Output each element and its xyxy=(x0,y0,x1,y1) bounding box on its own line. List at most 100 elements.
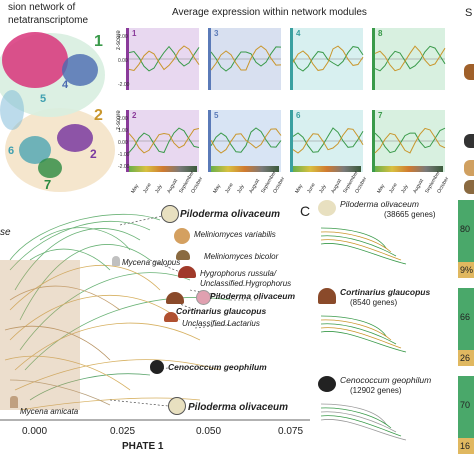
species-panel: Cortinarius glaucopus (8540 genes) xyxy=(312,284,452,368)
label-piloderma-3: Piloderma olivaceum xyxy=(188,402,289,413)
module-label-2-purple: 2 xyxy=(90,147,97,161)
label-hygrophorus-2: Unclassified.Hygrophorus xyxy=(200,279,292,288)
month-label: May xyxy=(212,183,223,195)
series-line xyxy=(210,127,282,153)
trajectory-xlabel: PHATE 1 xyxy=(122,441,164,452)
ytick-label: -2.00 xyxy=(118,82,130,88)
series-line xyxy=(210,45,282,71)
species-pct-top: 70 xyxy=(460,400,471,410)
species-curve xyxy=(320,327,402,349)
cortinarius-icon xyxy=(166,292,184,304)
mycena-galopus-icon xyxy=(112,256,120,266)
label-meliniomyces-bicolor: Meliniomyces bicolor xyxy=(204,252,279,261)
species-trajectory xyxy=(320,403,407,441)
month-label: August xyxy=(248,178,262,195)
label-meliniomyces-variabilis: Meliniomyces variabilis xyxy=(194,230,276,239)
series-line xyxy=(292,45,364,71)
month-label: June xyxy=(224,182,235,195)
lactarius-icon xyxy=(164,312,178,322)
month-label: October xyxy=(354,176,369,195)
ytick-label: -1.00 xyxy=(118,152,130,158)
module-lines xyxy=(292,127,364,154)
trajectory-plot: se Piloderma olivaceum Meliniomyces vari… xyxy=(0,200,310,437)
series-line xyxy=(210,128,282,154)
module-number: 7 xyxy=(378,111,383,120)
module-grid: 134825672.001.000.00-1.00-2.002.001.000.… xyxy=(118,24,460,196)
color-gradient-bar xyxy=(129,166,197,172)
species-bar-bottom xyxy=(458,350,474,366)
species-curve xyxy=(320,319,392,341)
series-line xyxy=(374,127,446,154)
meliniomyces-bicolor-icon xyxy=(176,250,190,260)
module-chart: 8 xyxy=(372,28,446,90)
month-label: May xyxy=(376,183,387,195)
species-bar-top xyxy=(458,200,474,262)
module-number: 6 xyxy=(296,111,301,120)
module-chart: 3 xyxy=(208,28,282,90)
hygrophorus-icon xyxy=(178,266,196,278)
species-panel: Cenococcum geophilum (12902 genes) xyxy=(312,372,452,456)
meliniomyces-variabilis-icon xyxy=(174,228,190,244)
module-lines xyxy=(128,127,200,154)
module-number: 3 xyxy=(214,29,219,38)
panel-a: sion network of netatranscriptome 1 2 4 … xyxy=(0,0,120,210)
module-chart: 1 xyxy=(126,28,200,90)
panel-s-thumb-2 xyxy=(464,134,474,148)
module-number: 4 xyxy=(296,29,301,38)
xtick-1: 0.025 xyxy=(110,426,136,437)
label-piloderma-1: Piloderma olivaceum xyxy=(180,209,281,220)
month-label: August xyxy=(412,178,426,195)
month-label: October xyxy=(436,176,451,195)
species-curve xyxy=(320,323,397,345)
species-curve xyxy=(320,411,397,433)
species-pct-top: 80 xyxy=(460,224,471,234)
module-number: 8 xyxy=(378,29,383,38)
color-gradient-bar xyxy=(211,166,279,172)
series-line xyxy=(128,45,200,72)
species-trajectory xyxy=(320,227,407,265)
module-lines xyxy=(210,127,282,154)
series-line xyxy=(128,128,200,154)
module-number: 5 xyxy=(214,111,219,120)
species-curve xyxy=(320,407,392,429)
month-label: August xyxy=(330,178,344,195)
species-pct-bottom: 26 xyxy=(460,353,471,363)
species-curve xyxy=(320,403,387,425)
module-label-5: 5 xyxy=(40,93,47,105)
species-gene-count: (12902 genes) xyxy=(350,386,402,395)
panel-s-letter: S xyxy=(465,7,473,19)
module-label-7: 7 xyxy=(44,177,52,192)
species-pct-bottom: 16 xyxy=(460,441,471,451)
module-label-4: 4 xyxy=(62,79,69,91)
species-icon xyxy=(318,288,336,304)
species-bar-bottom xyxy=(458,262,474,278)
panel-c-letter: C xyxy=(300,203,311,219)
label-hygrophorus-1: Hygrophorus russula/ xyxy=(200,269,277,278)
species-trajectory xyxy=(320,315,407,353)
species-curve xyxy=(320,227,387,249)
module-label-2: 2 xyxy=(94,107,103,124)
species-panels: Piloderma olivaceum (38665 genes) 80 9% Cort… xyxy=(312,196,474,466)
month-label: August xyxy=(166,178,180,195)
species-name: Cortinarius glaucopus xyxy=(340,287,431,297)
month-label: May xyxy=(130,183,141,195)
label-mycena-amicata: Mycena amicata xyxy=(20,407,79,416)
species-name: Cenococcum geophilum xyxy=(340,375,432,385)
species-curve xyxy=(320,239,402,261)
species-curve xyxy=(320,415,402,437)
ytick-label: 2.00 xyxy=(118,34,128,40)
species-curve xyxy=(320,235,397,257)
species-curve xyxy=(320,330,407,353)
species-curve xyxy=(320,231,392,253)
panel-a-title-line2: netatranscriptome xyxy=(8,15,89,26)
left-partial-label: se xyxy=(0,227,11,238)
label-lactarius: Unclassified.Lactarius xyxy=(182,319,260,328)
module-label-6: 6 xyxy=(8,145,15,157)
series-line xyxy=(128,127,200,154)
module-number: 1 xyxy=(132,29,137,38)
species-icon xyxy=(318,376,336,392)
species-gene-count: (38665 genes) xyxy=(384,210,436,219)
panel-s-strip xyxy=(462,24,474,194)
species-bar-top xyxy=(458,288,474,350)
ytick-label: 0.00 xyxy=(118,140,128,146)
